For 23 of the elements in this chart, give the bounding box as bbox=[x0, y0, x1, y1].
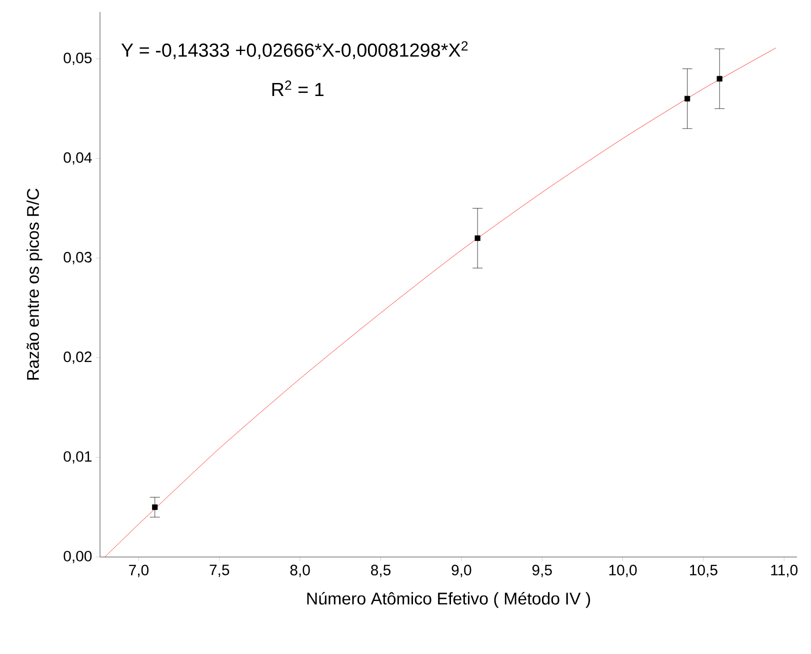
point bbox=[152, 504, 158, 510]
y-tick-label: 0,04 bbox=[64, 152, 92, 165]
point bbox=[474, 235, 480, 241]
annotation: Y = -0,14333 +0,02666*X-0,00081298*X$^{2}$ bbox=[121, 41, 468, 60]
x-tick-label: 10,0 bbox=[609, 564, 637, 578]
x-tick-label: 11,0 bbox=[771, 564, 798, 578]
y-tick-label: 0,02 bbox=[64, 352, 92, 364]
x-tick-label: 7,5 bbox=[210, 564, 230, 577]
x-tick-label: 9,0 bbox=[452, 564, 472, 578]
y-tick-label: 0,05 bbox=[64, 52, 92, 65]
x-tick-label: 8,5 bbox=[371, 564, 391, 578]
point bbox=[684, 96, 690, 102]
y-tick-label: 0,00 bbox=[64, 550, 92, 564]
y-tick-label: 0,01 bbox=[64, 451, 92, 464]
x-tick-label: 8,0 bbox=[290, 564, 310, 578]
x-axis-title: Número Atômico Efetivo ( Método IV ) bbox=[307, 592, 590, 608]
x-tick-label: 9,5 bbox=[532, 564, 552, 578]
x-tick-label: 10,5 bbox=[690, 564, 718, 578]
point bbox=[716, 76, 722, 82]
y-tick-label: 0,03 bbox=[64, 252, 92, 264]
annotation: R$^{2}$ = 1 bbox=[272, 80, 324, 96]
x-tick-label: 7,0 bbox=[129, 564, 149, 578]
y-axis-title: Razão entre os picos R/C bbox=[26, 188, 42, 380]
